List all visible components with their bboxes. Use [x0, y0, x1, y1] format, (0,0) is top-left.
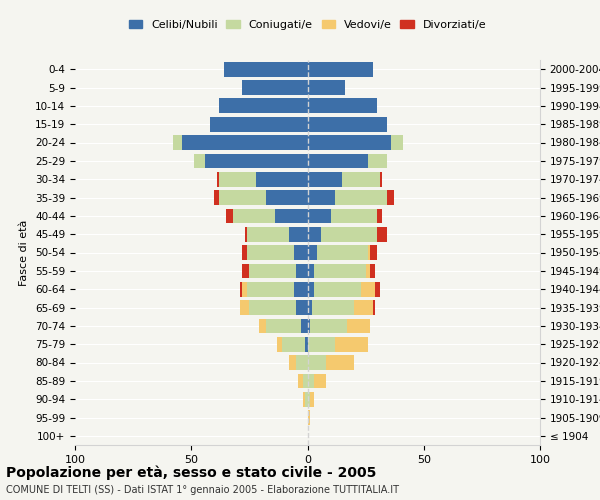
- Bar: [245, 227, 247, 242]
- Bar: [314, 264, 365, 278]
- Bar: [308, 190, 335, 205]
- Bar: [256, 172, 308, 186]
- Bar: [242, 282, 247, 296]
- Bar: [217, 172, 219, 186]
- Bar: [289, 227, 308, 242]
- Bar: [335, 190, 386, 205]
- Bar: [259, 318, 266, 333]
- Bar: [303, 392, 305, 406]
- Bar: [219, 172, 256, 186]
- Bar: [370, 245, 377, 260]
- Bar: [347, 318, 370, 333]
- Bar: [296, 355, 308, 370]
- Bar: [301, 318, 308, 333]
- Bar: [242, 245, 247, 260]
- Bar: [308, 98, 377, 113]
- Bar: [308, 318, 310, 333]
- Bar: [310, 318, 347, 333]
- Bar: [380, 172, 382, 186]
- Bar: [298, 374, 303, 388]
- Bar: [308, 80, 344, 95]
- Text: COMUNE DI TELTI (SS) - Dati ISTAT 1° gennaio 2005 - Elaborazione TUTTITALIA.IT: COMUNE DI TELTI (SS) - Dati ISTAT 1° gen…: [6, 485, 399, 495]
- Bar: [308, 117, 386, 132]
- Legend: Celibi/Nubili, Coniugati/e, Vedovi/e, Divorziati/e: Celibi/Nubili, Coniugati/e, Vedovi/e, Di…: [124, 16, 491, 34]
- Bar: [224, 62, 308, 76]
- Bar: [370, 264, 375, 278]
- Bar: [308, 227, 322, 242]
- Bar: [310, 392, 314, 406]
- Bar: [226, 208, 233, 223]
- Bar: [305, 337, 308, 351]
- Bar: [365, 264, 370, 278]
- Bar: [233, 208, 275, 223]
- Bar: [219, 190, 266, 205]
- Y-axis label: Fasce di età: Fasce di età: [19, 220, 29, 286]
- Bar: [308, 300, 312, 315]
- Bar: [296, 264, 308, 278]
- Bar: [343, 172, 380, 186]
- Text: Popolazione per età, sesso e stato civile - 2005: Popolazione per età, sesso e stato civil…: [6, 465, 376, 479]
- Bar: [242, 80, 308, 95]
- Bar: [240, 282, 242, 296]
- Bar: [215, 190, 219, 205]
- Bar: [375, 282, 380, 296]
- Bar: [308, 245, 317, 260]
- Bar: [373, 300, 375, 315]
- Bar: [266, 190, 308, 205]
- Bar: [247, 227, 289, 242]
- Bar: [296, 300, 308, 315]
- Bar: [308, 62, 373, 76]
- Bar: [308, 374, 314, 388]
- Bar: [247, 282, 293, 296]
- Bar: [173, 135, 182, 150]
- Bar: [266, 318, 301, 333]
- Bar: [314, 374, 326, 388]
- Bar: [377, 208, 382, 223]
- Bar: [277, 337, 282, 351]
- Bar: [250, 264, 296, 278]
- Bar: [391, 135, 403, 150]
- Bar: [308, 264, 314, 278]
- Bar: [240, 300, 250, 315]
- Bar: [219, 98, 308, 113]
- Bar: [194, 154, 205, 168]
- Bar: [289, 355, 296, 370]
- Bar: [322, 227, 377, 242]
- Bar: [386, 190, 394, 205]
- Bar: [361, 282, 375, 296]
- Bar: [377, 227, 386, 242]
- Bar: [247, 245, 293, 260]
- Bar: [308, 392, 310, 406]
- Bar: [308, 172, 343, 186]
- Bar: [305, 392, 308, 406]
- Bar: [312, 300, 354, 315]
- Bar: [308, 337, 335, 351]
- Bar: [308, 355, 326, 370]
- Bar: [314, 282, 361, 296]
- Bar: [335, 337, 368, 351]
- Bar: [368, 245, 370, 260]
- Bar: [326, 355, 354, 370]
- Bar: [210, 117, 308, 132]
- Bar: [308, 135, 391, 150]
- Bar: [182, 135, 308, 150]
- Bar: [275, 208, 308, 223]
- Bar: [250, 300, 296, 315]
- Bar: [303, 374, 308, 388]
- Bar: [205, 154, 308, 168]
- Bar: [308, 154, 368, 168]
- Bar: [368, 154, 386, 168]
- Bar: [308, 282, 314, 296]
- Bar: [317, 245, 368, 260]
- Bar: [293, 282, 308, 296]
- Bar: [293, 245, 308, 260]
- Bar: [308, 208, 331, 223]
- Bar: [308, 410, 310, 425]
- Bar: [282, 337, 305, 351]
- Bar: [354, 300, 373, 315]
- Bar: [331, 208, 377, 223]
- Bar: [242, 264, 250, 278]
